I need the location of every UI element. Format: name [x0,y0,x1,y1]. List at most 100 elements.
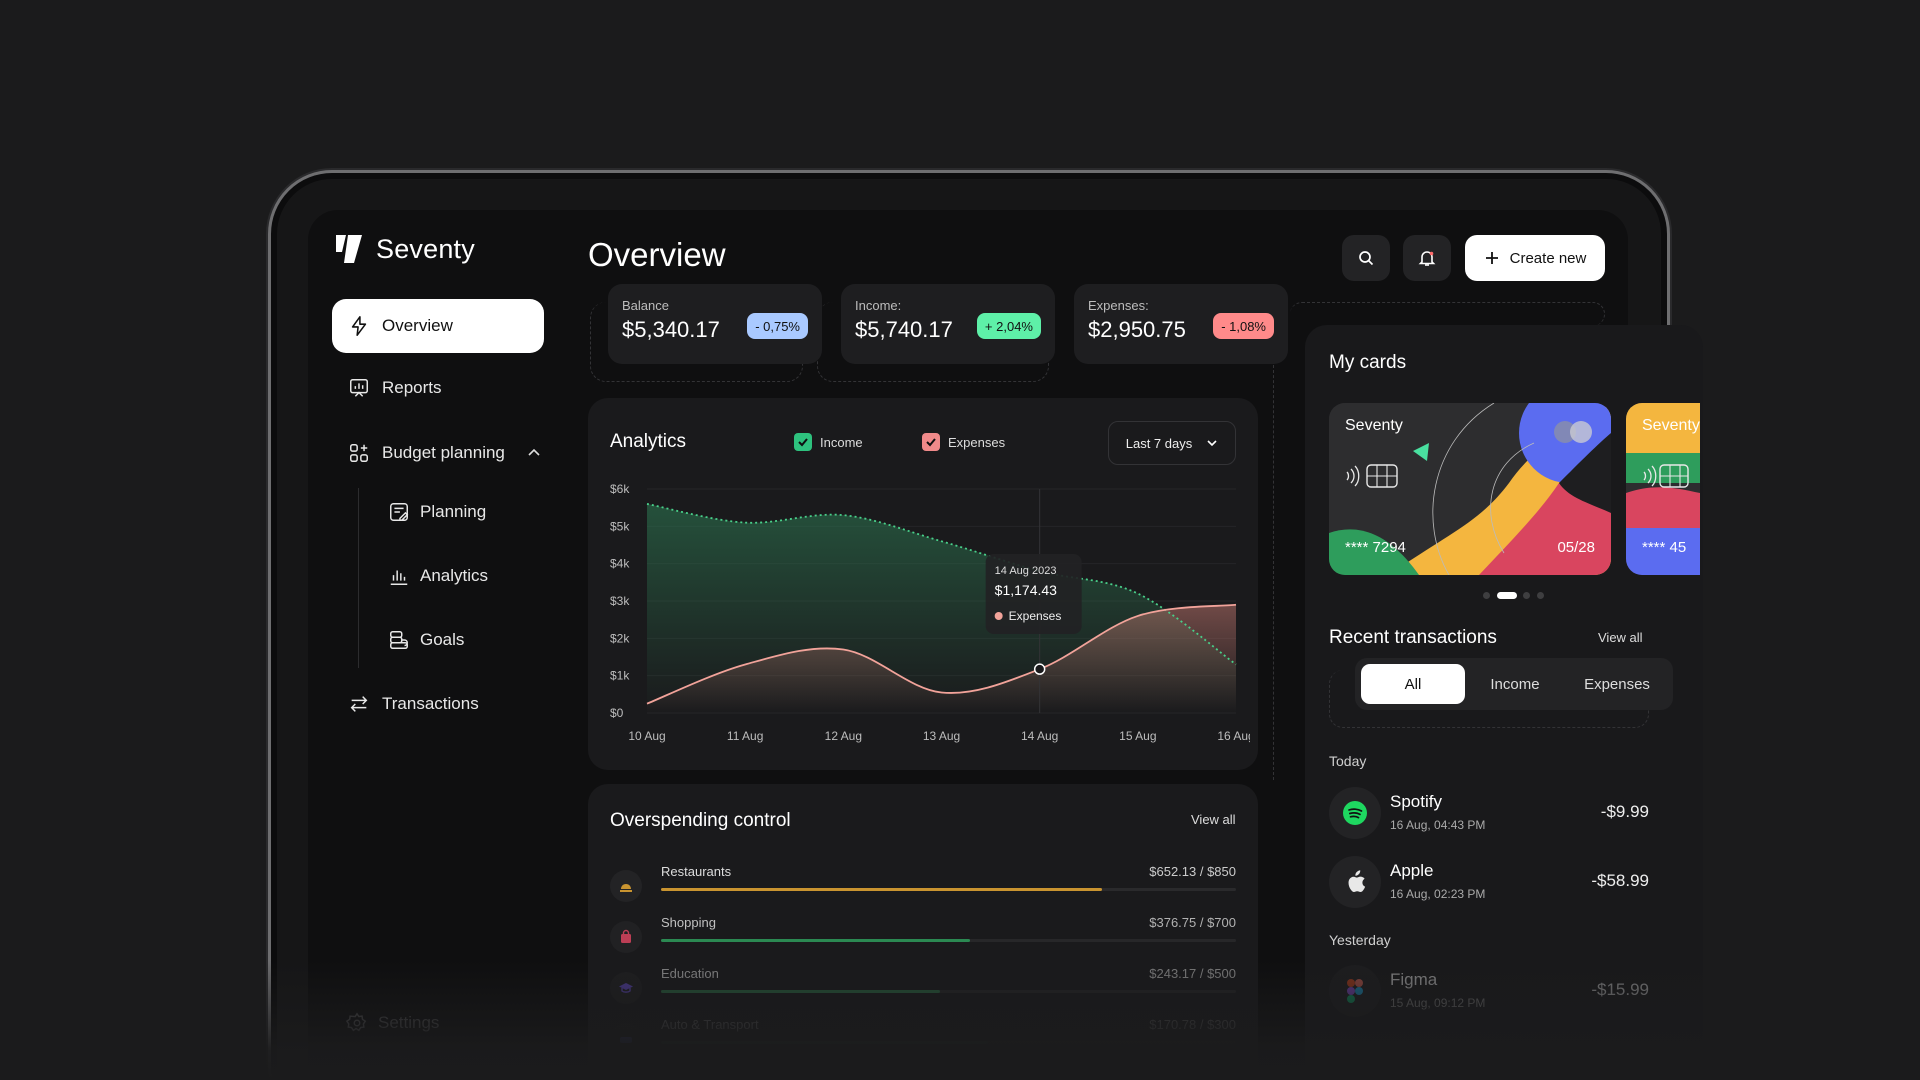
card-artwork [1626,403,1700,575]
carousel-dot[interactable] [1537,592,1544,599]
spotify-icon [1343,801,1367,825]
analytics-chart[interactable]: $6k $5k $4k $3k $2k $1k $0 10 Aug 11 Aug 12 Aug 13… [600,470,1250,760]
page-title: Overview [588,236,726,273]
budget-progress-track [661,990,1236,993]
date-range-select[interactable]: Last 7 days [1108,421,1236,465]
stat-value: $2,950.75 [1088,317,1186,342]
budget-category: Shopping [661,915,716,930]
sidebar-subitem-analytics[interactable]: Analytics [388,556,488,596]
card-number: **** 45 [1642,539,1687,556]
stat-card-expenses[interactable]: Expenses: $2,950.75 - 1,08% [1074,284,1288,364]
sidebar-item-budget-planning[interactable]: Budget planning [332,426,544,480]
transaction-name: Figma [1390,970,1438,989]
sidebar-subitem-planning[interactable]: Planning [388,492,486,532]
bolt-icon [351,316,367,336]
bank-card[interactable]: Seventy **** 45 [1626,403,1700,575]
tooltip-series-dot [994,612,1003,620]
x-tick-label: 12 Aug [825,729,862,743]
group-label-yesterday: Yesterday [1329,932,1391,948]
sidebar-item-settings[interactable]: Settings [346,1012,439,1034]
card-number: **** 7294 [1345,539,1406,556]
checkbox-checked-icon [922,433,940,451]
logo-mark-icon [336,235,362,263]
app-name: Seventy [376,233,475,264]
stat-card-income[interactable]: Income: $5,740.17 + 2,04% [841,284,1055,364]
bank-card[interactable]: Seventy **** 7294 05/28 [1329,403,1611,575]
transaction-row[interactable]: Figma 15 Aug, 09:12 PM -$15.99 [1329,965,1649,1017]
sidebar-item-reports[interactable]: Reports [332,361,544,415]
bar-chart-icon [390,570,408,585]
group-label-today: Today [1329,753,1367,769]
transaction-row[interactable]: Spotify 16 Aug, 04:43 PM -$9.99 [1329,787,1649,839]
budget-progress-fill [661,888,1103,891]
y-tick-label: $0 [610,706,624,720]
tab-all[interactable]: All [1361,664,1465,704]
card-brand: Seventy [1642,417,1700,434]
stat-label: Expenses: [1088,298,1149,313]
my-cards-title: My cards [1329,352,1407,373]
dashed-outline [1273,360,1274,780]
budget-progress-fill [661,1041,989,1044]
chevron-down-icon [1207,440,1217,447]
legend-income[interactable]: Income [794,433,863,451]
budget-category: Education [661,966,719,981]
income-line [646,503,1237,666]
y-tick-label: $6k [610,482,630,496]
transaction-amount: -$15.99 [1591,980,1649,999]
app-logo[interactable]: Seventy [332,232,475,266]
sidebar-item-transactions[interactable]: Transactions [332,677,544,731]
create-new-label: Create new [1509,249,1587,267]
budget-category: Auto & Transport [661,1017,759,1032]
date-range-value: Last 7 days [1125,435,1193,451]
dashed-outline [1290,302,1605,326]
transaction-date: 16 Aug, 04:43 PM [1390,818,1486,832]
search-icon [1359,251,1374,266]
transaction-name: Apple [1390,861,1434,880]
bell-icon [1418,251,1436,266]
recent-transactions-title: Recent transactions [1329,627,1497,648]
carousel-dot[interactable] [1523,592,1530,599]
stat-value: $5,340.17 [622,317,720,342]
budget-amount: $243.17 / $500 [1149,966,1236,981]
restaurant-icon [610,870,642,902]
sidebar-item-overview[interactable]: Overview [332,299,544,353]
budget-row[interactable]: Education $243.17 / $500 [610,966,1236,1016]
sidebar-subitem-goals[interactable]: Goals [388,620,464,660]
legend-expenses[interactable]: Expenses [922,433,1005,451]
x-tick-label: 10 Aug [628,729,665,743]
transaction-row[interactable]: Apple 16 Aug, 02:23 PM -$58.99 [1329,856,1649,908]
carousel-dot-active[interactable] [1497,592,1517,599]
carousel-dot[interactable] [1483,592,1490,599]
planning-icon [390,503,409,521]
submenu-divider [358,488,359,668]
notifications-button[interactable] [1403,235,1451,281]
overspending-view-all-link[interactable]: View all [1191,812,1236,827]
right-panel: My cards Seventy **** 7294 05/28 [1305,325,1703,1080]
legend-label: Income [820,434,863,450]
budget-progress-track [661,939,1236,942]
legend-label: Expenses [948,434,1006,450]
analytics-title: Analytics [610,431,687,452]
budget-row[interactable]: Auto & Transport $170.78 / $300 [610,1017,1236,1067]
sidebar-subitem-label: Planning [420,502,487,521]
stat-label: Income: [855,298,902,313]
tooltip-value: $1,174.43 [995,582,1057,598]
chevron-up-icon[interactable] [526,445,542,461]
sidebar-item-label: Budget planning [382,443,505,462]
stat-card-balance[interactable]: Balance $5,340.17 - 0,75% [608,284,822,364]
x-tick-label: 14 Aug [1021,729,1058,743]
search-button[interactable] [1342,235,1390,281]
sidebar-item-label: Transactions [382,694,479,713]
tab-income[interactable]: Income [1490,675,1540,693]
budget-row[interactable]: Restaurants $652.13 / $850 [610,864,1236,914]
graduation-cap-icon [610,972,642,1004]
create-new-button[interactable]: Create new [1465,235,1605,281]
budget-amount: $652.13 / $850 [1149,864,1236,879]
x-tick-label: 15 Aug [1119,729,1156,743]
transaction-amount: -$9.99 [1600,802,1649,821]
budget-row[interactable]: Shopping $376.75 / $700 [610,915,1236,965]
transactions-view-all-link[interactable]: View all [1598,630,1643,645]
y-tick-label: $4k [610,557,630,571]
stat-label: Balance [622,298,669,313]
tab-expenses[interactable]: Expenses [1584,675,1650,693]
